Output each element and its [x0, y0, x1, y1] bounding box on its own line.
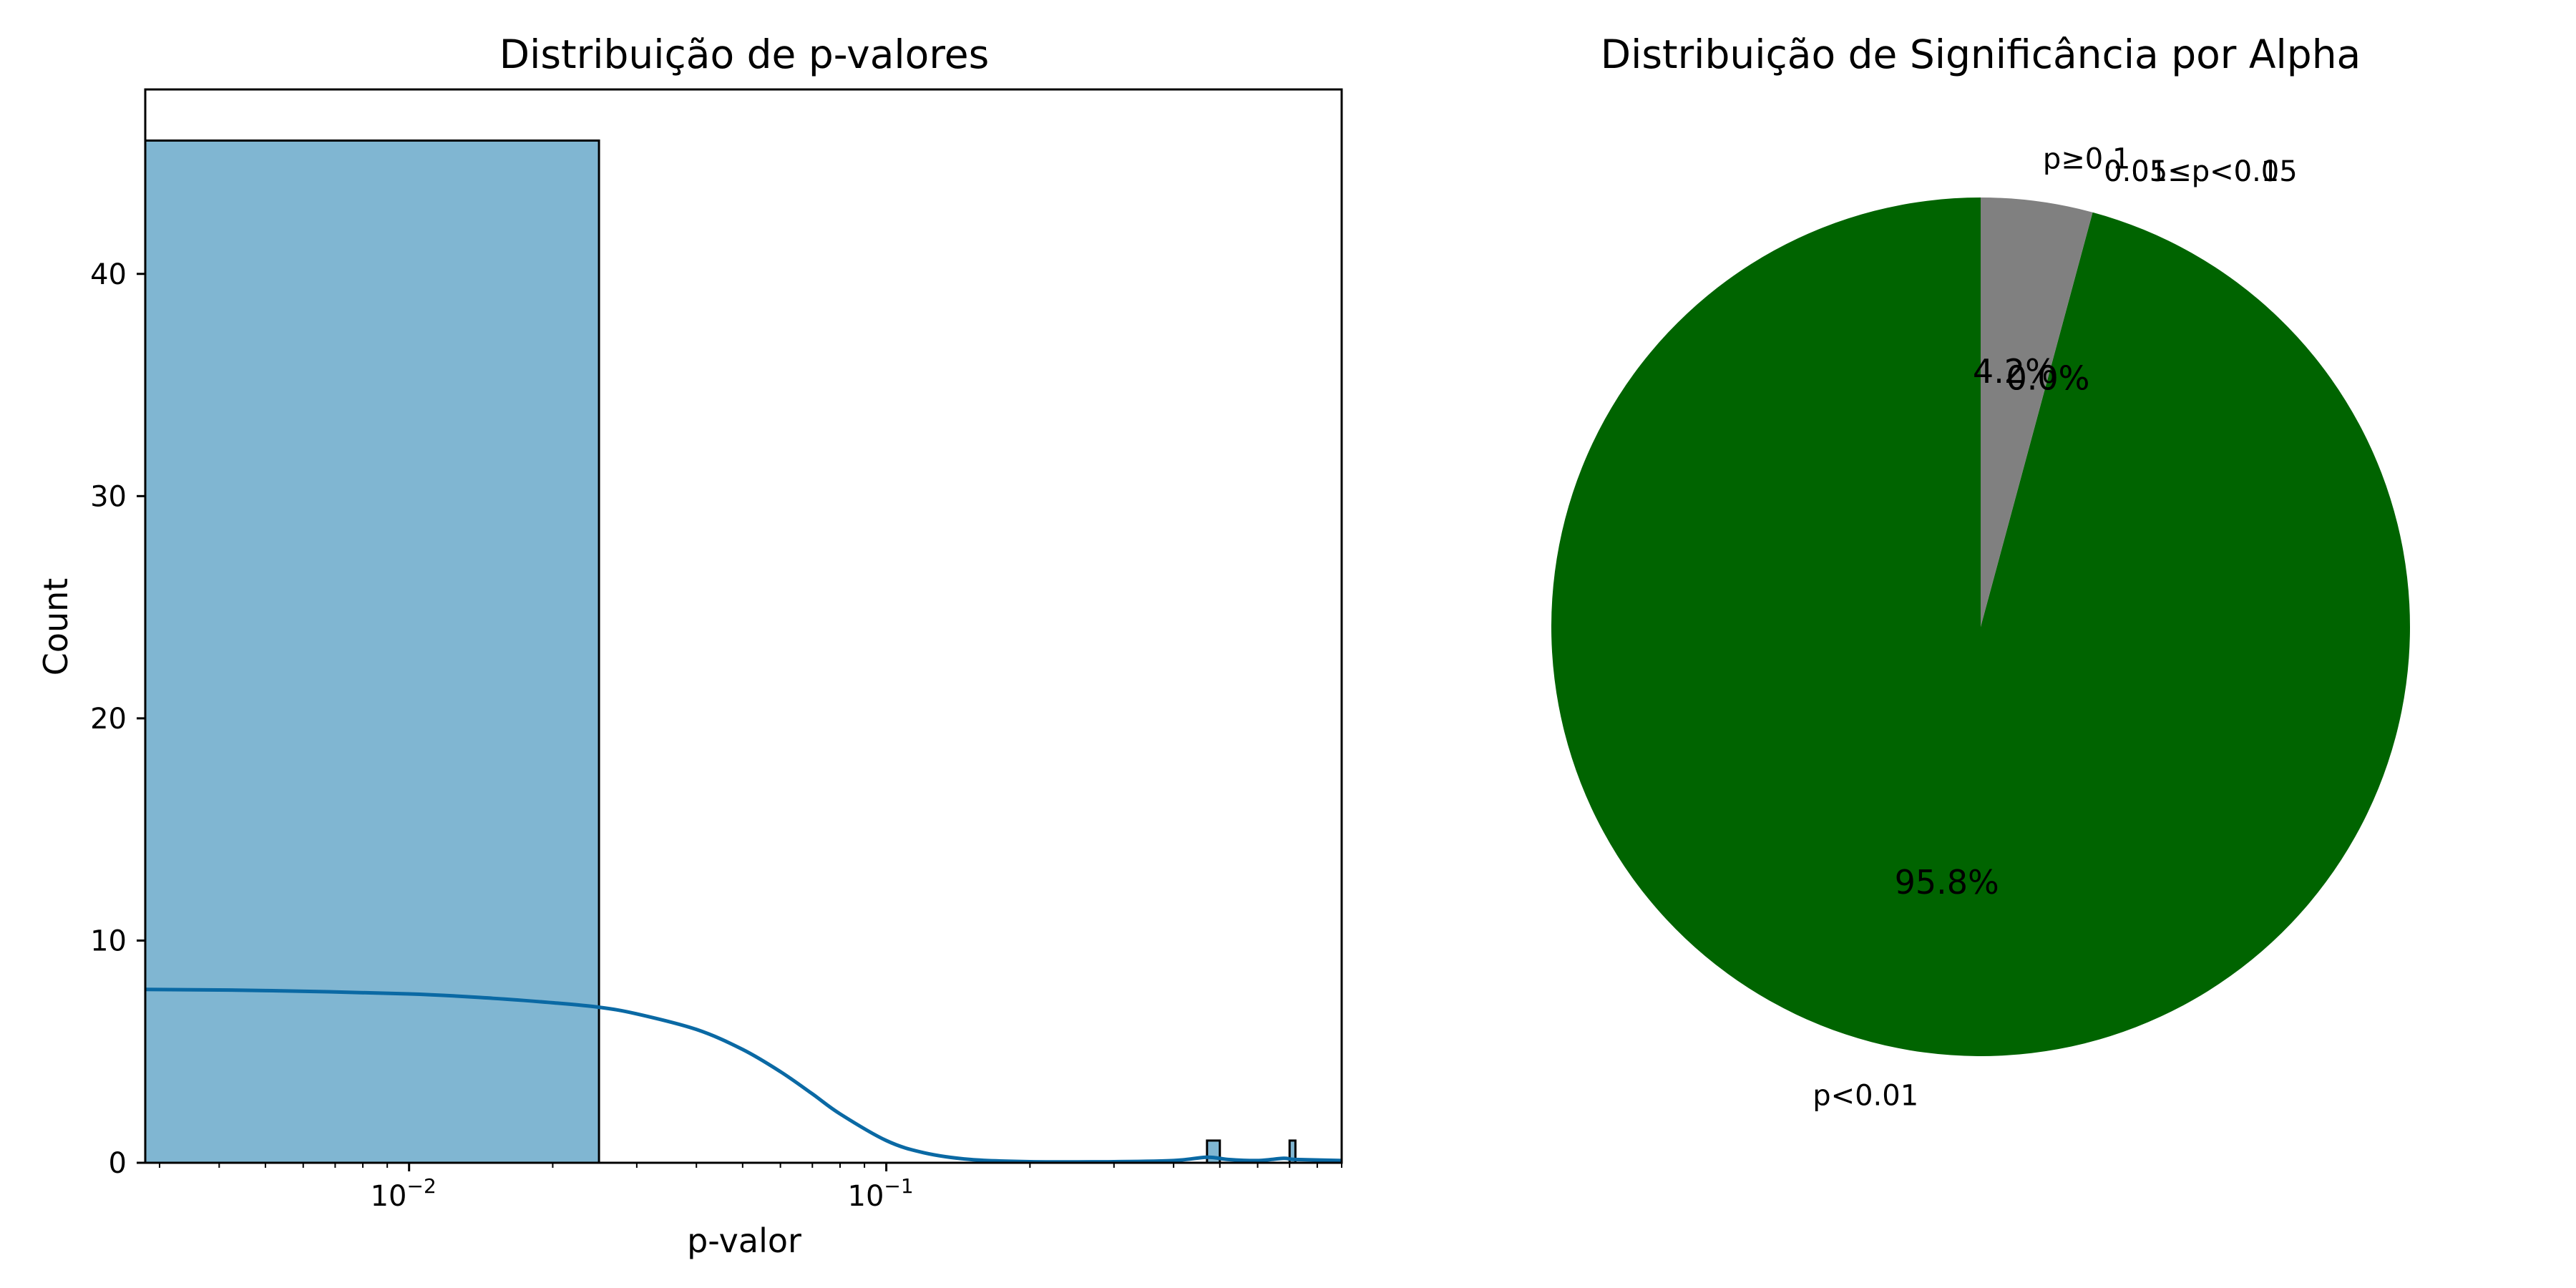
histogram-bars — [144, 139, 1297, 1164]
y-axis-label: Count — [36, 578, 75, 676]
x-tick-label: 10−1 — [848, 1174, 914, 1213]
histogram-title: Distribuição de p-valores — [499, 31, 989, 77]
pie-slice-label: p<0.01 — [1813, 1079, 1918, 1112]
pie-slice — [1981, 197, 2093, 627]
y-axis-ticks: 0 10 20 30 40 — [90, 258, 145, 1180]
histogram-chart: Distribuição de p-valores 0 10 20 30 40 10−2… — [36, 31, 1343, 1260]
pie-slice-label: 0.05≤p<0.1 — [2104, 155, 2279, 188]
x-tick-label: 10−2 — [371, 1174, 436, 1213]
y-tick-label: 30 — [90, 480, 127, 513]
y-tick-label: 0 — [109, 1147, 127, 1180]
histogram-bar — [144, 139, 600, 1164]
y-tick-label: 10 — [90, 924, 127, 957]
pie-title: Distribuição de Significância por Alpha — [1601, 31, 2361, 77]
pie-percent-label: 0.0% — [2006, 358, 2089, 397]
y-tick-label: 40 — [90, 258, 127, 291]
plot-frame — [144, 88, 1343, 1164]
pie-percent-label: 4.2% — [1973, 352, 2057, 391]
y-tick-label: 20 — [90, 703, 127, 736]
x-axis-label: p-valor — [687, 1221, 801, 1260]
pie-percent-label: 0.0% — [2006, 358, 2089, 397]
pie-slice-label: p≥0.1 — [2043, 143, 2131, 176]
pie-slices — [1551, 197, 2410, 1056]
kde-curve — [145, 987, 1342, 1164]
pie-percent-label: 95.8% — [1895, 863, 1999, 902]
pie-chart: Distribuição de Significância por Alpha … — [1551, 31, 2410, 1112]
pie-slice-label: 0.01≤p<0.05 — [2104, 155, 2298, 188]
x-axis-ticks: 10−2 10−1 — [158, 1163, 1342, 1213]
pie-labels: p<0.0195.8%0.01≤p<0.050.0%0.05≤p<0.10.0%… — [1813, 143, 2298, 1113]
